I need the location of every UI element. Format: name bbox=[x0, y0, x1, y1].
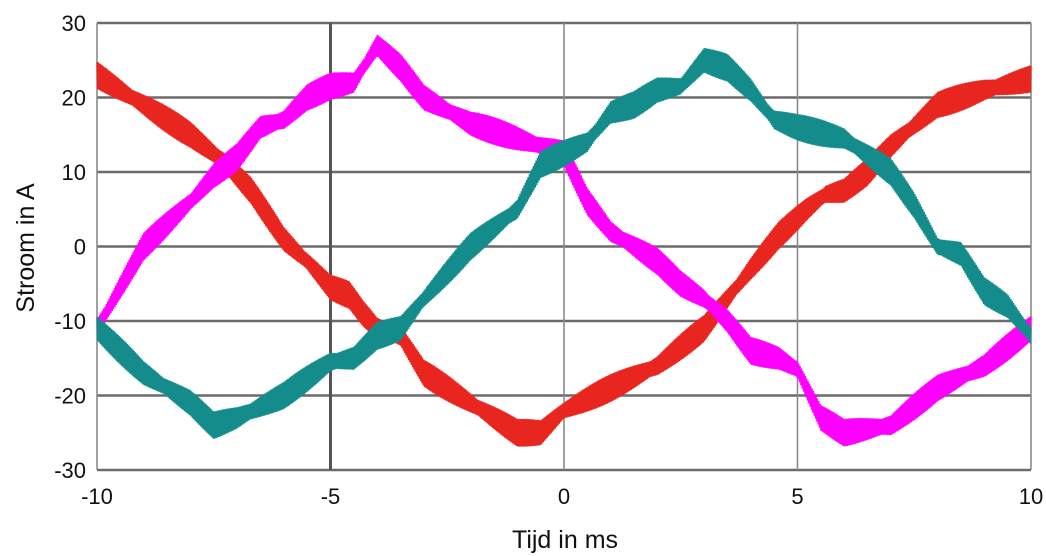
y-tick-label: 20 bbox=[62, 86, 86, 111]
y-axis-title: Stroom in A bbox=[12, 183, 40, 313]
y-tick-label: -20 bbox=[54, 384, 86, 409]
y-tick-label: 30 bbox=[62, 11, 86, 36]
grid-lines bbox=[96, 21, 1032, 472]
y-tick-label: -30 bbox=[54, 458, 86, 483]
series-line-3 bbox=[96, 47, 1032, 440]
y-tick-label: 10 bbox=[62, 160, 86, 185]
x-tick-labels: -10 -5 0 5 10 bbox=[81, 484, 1043, 509]
x-tick-label: 0 bbox=[558, 484, 570, 509]
x-tick-label: 10 bbox=[1019, 484, 1043, 509]
x-tick-label: -10 bbox=[81, 484, 113, 509]
x-tick-label: 5 bbox=[791, 484, 803, 509]
y-tick-label: 0 bbox=[74, 235, 86, 260]
x-axis-title: Tijd in ms bbox=[512, 526, 618, 554]
x-tick-label: -5 bbox=[321, 484, 341, 509]
series-lines bbox=[96, 34, 1032, 447]
y-tick-labels: -30 -20 -10 0 10 20 30 bbox=[54, 11, 86, 483]
y-tick-label: -10 bbox=[54, 309, 86, 334]
